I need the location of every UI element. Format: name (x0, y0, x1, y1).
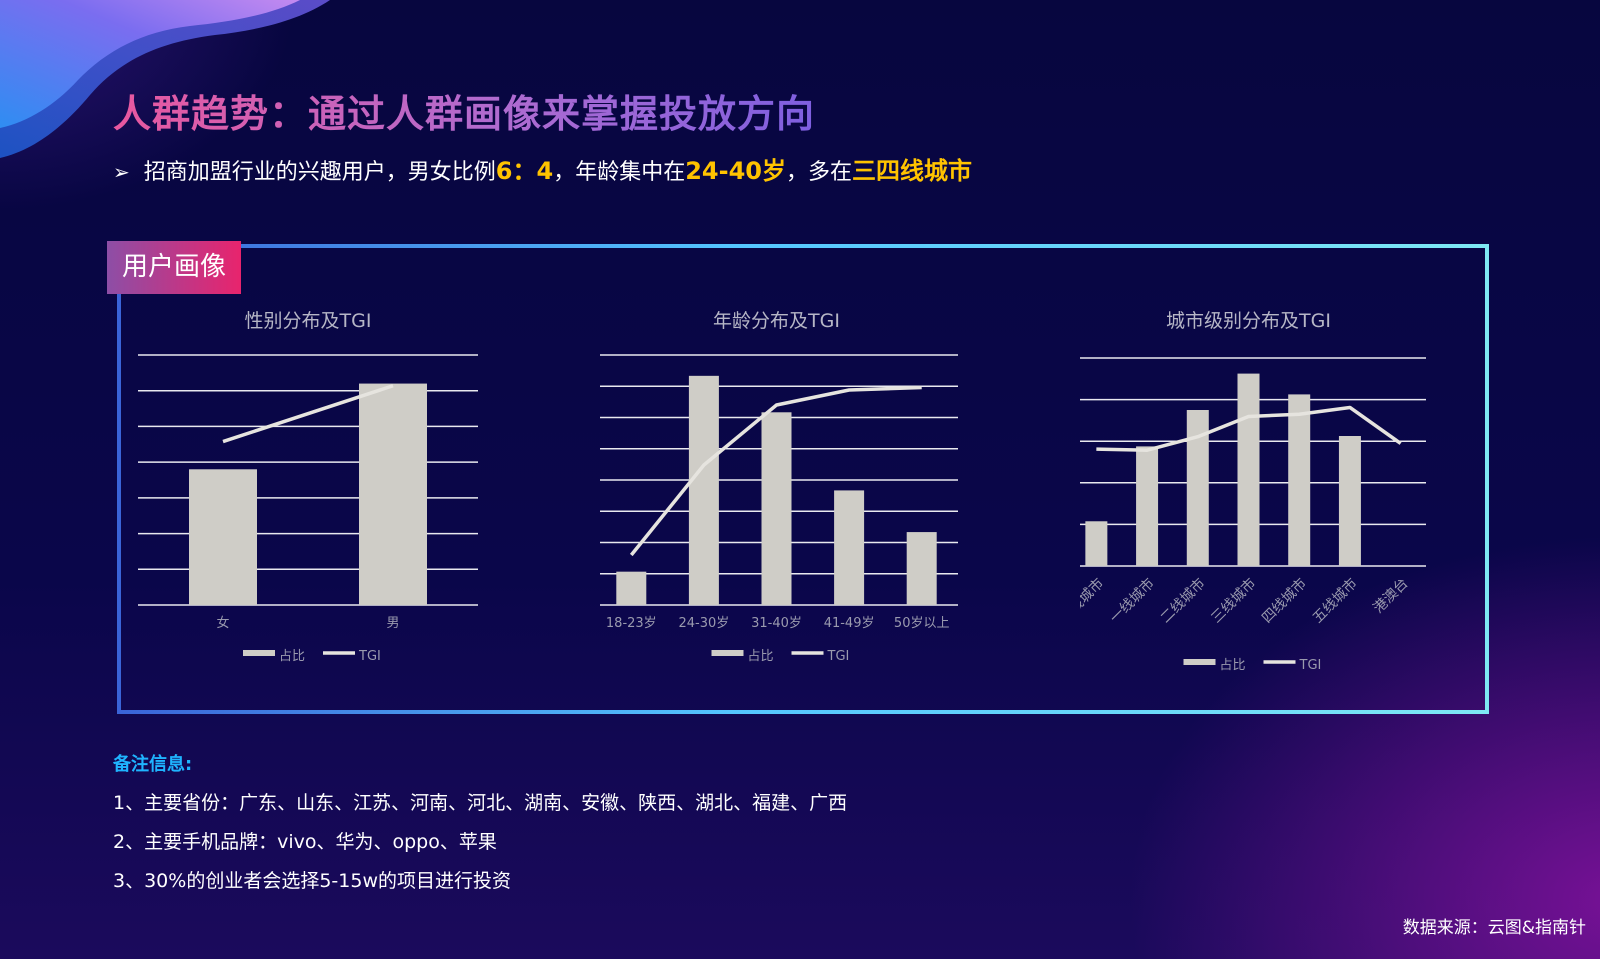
bar-三线城市 (1237, 373, 1260, 566)
summary-prefix: 招商加盟行业的兴趣用户，男女比例 (143, 160, 496, 185)
summary-ratio: 6：4 (495, 157, 554, 185)
tick-label: 新一线城市 (1080, 575, 1107, 637)
user-portrait-panel (117, 244, 1489, 714)
legend-label: 占比 (279, 649, 305, 664)
bar-41-49岁 (834, 490, 865, 605)
chart-title: 年龄分布及TGI (713, 310, 840, 332)
tick-label: 五线城市 (1309, 575, 1361, 627)
bar-31-40岁 (761, 412, 792, 605)
bar-五线城市 (1338, 436, 1361, 566)
bar-18-23岁 (616, 571, 647, 605)
city-chart: 城市级别分布及TGI 新一线城市 一线城市 二线城市 三线城市 四线城市 五线城市 港澳台占比… (1080, 310, 1426, 673)
note-item: 3、30%的创业者会选择5-15w的项目进行投资 (113, 870, 511, 892)
legend-bar-swatch (1183, 659, 1216, 665)
summary-line: ➢ 招商加盟行业的兴趣用户，男女比例6：4，年龄集中在24-40岁，多在三四线城市 (113, 151, 972, 186)
bar-24-30岁 (688, 375, 719, 605)
bar-四线城市 (1288, 394, 1311, 566)
tick-label: 男 (386, 616, 399, 631)
gender-chart: 性别分布及TGI 女 男占比 TGI (138, 310, 478, 664)
legend-label: TGI (827, 649, 850, 664)
legend-bar-swatch (711, 650, 744, 656)
tick-label: 三线城市 (1208, 575, 1260, 627)
tick-label: 24-30岁 (679, 616, 730, 631)
tgi-line (1096, 405, 1402, 452)
summary-mid2: ，多在 (785, 160, 852, 185)
legend-label: 占比 (748, 649, 774, 664)
tgi-line (629, 385, 922, 557)
summary-city: 三四线城市 (851, 157, 972, 185)
bar-女 (189, 469, 257, 605)
tgi-line (222, 384, 394, 444)
bar-新一线城市 (1085, 521, 1108, 566)
chart-title: 性别分布及TGI (245, 310, 372, 332)
tick-label: 二线城市 (1157, 575, 1209, 627)
legend-label: TGI (358, 649, 381, 664)
summary-age: 24-40岁 (685, 157, 786, 185)
note-item: 2、主要手机品牌：vivo、华为、oppo、苹果 (113, 831, 497, 853)
tick-label: 41-49岁 (824, 616, 875, 631)
decorative-wave-graphic (0, 0, 330, 158)
legend-label: 占比 (1220, 658, 1246, 673)
page-title: 人群趋势：通过人群画像来掌握投放方向 (113, 83, 815, 138)
notes-section: 备注信息: 1、主要省份：广东、山东、江苏、河南、河北、湖南、安徽、陕西、湖北、… (113, 750, 847, 905)
tick-label: 四线城市 (1258, 575, 1310, 627)
tick-label: 一线城市 (1106, 575, 1158, 627)
notes-title: 备注信息: (113, 754, 193, 775)
tick-label: 50岁以上 (894, 616, 950, 631)
tick-label: 港澳台 (1370, 576, 1411, 617)
tick-label: 18-23岁 (606, 616, 657, 631)
legend-bar-swatch (243, 650, 275, 656)
arrow-bullet-icon: ➢ (113, 160, 130, 184)
tick-label: 31-40岁 (751, 616, 802, 631)
legend-label: TGI (1299, 658, 1322, 673)
bar-男 (359, 383, 427, 605)
chart-title: 城市级别分布及TGI (1166, 310, 1331, 332)
summary-mid: ，年龄集中在 (553, 160, 686, 185)
tick-label: 女 (216, 615, 229, 631)
data-source: 数据来源：云图&指南针 (1402, 918, 1586, 938)
note-item: 1、主要省份：广东、山东、江苏、河南、河北、湖南、安徽、陕西、湖北、福建、广西 (113, 792, 848, 814)
panel-tag: 用户画像 (107, 241, 241, 294)
bar-一线城市 (1136, 446, 1159, 566)
bar-二线城市 (1186, 410, 1209, 566)
bar-50岁以上 (906, 532, 937, 605)
